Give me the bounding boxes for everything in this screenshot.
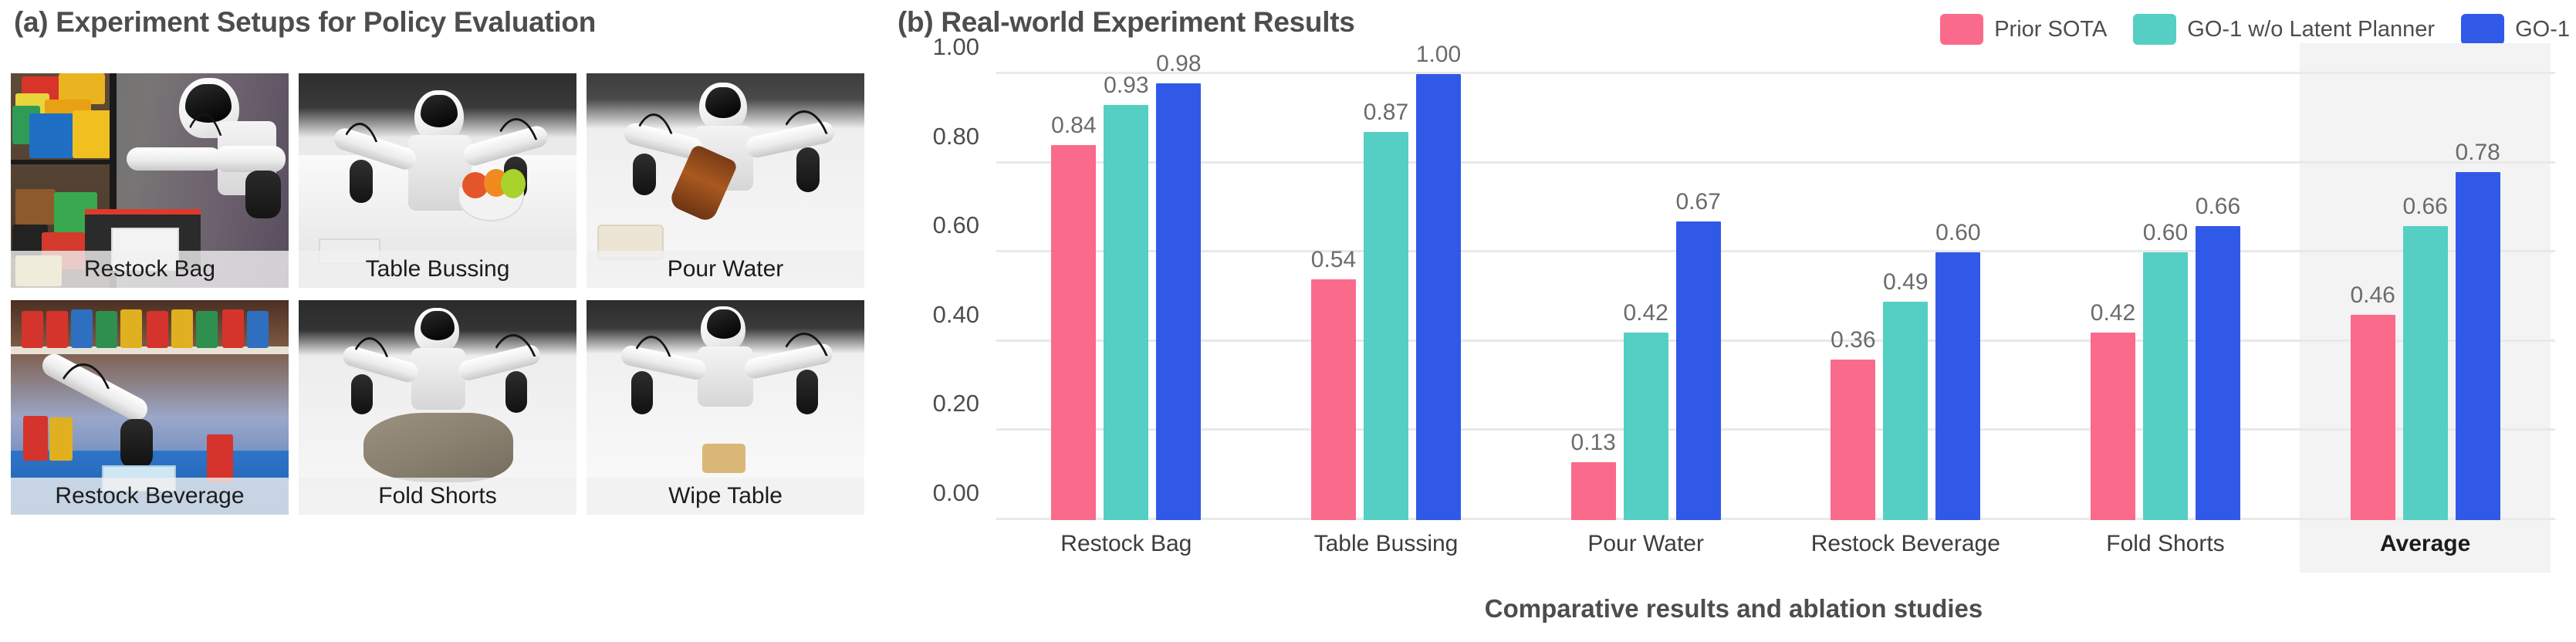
legend-swatch-icon xyxy=(2133,14,2177,45)
photo-caption: Pour Water xyxy=(587,251,864,288)
bar[interactable] xyxy=(1935,252,1981,520)
bar[interactable] xyxy=(1883,301,1929,520)
panel-b-caption: Comparative results and ablation studies xyxy=(1484,594,1983,623)
bar[interactable] xyxy=(1831,359,1876,520)
bar-value-label: 0.93 xyxy=(1104,73,1149,99)
bar-group: 0.13 0.42 0.67 Pour Water xyxy=(1516,74,1776,556)
bar-value-label: 0.13 xyxy=(1570,429,1616,455)
photo-caption: Wipe Table xyxy=(587,478,864,515)
bar[interactable] xyxy=(2195,225,2240,520)
bar[interactable] xyxy=(1104,105,1149,520)
bar-value-label: 0.98 xyxy=(1156,50,1202,76)
bar-group: 0.46 0.66 0.78 Average xyxy=(2295,74,2555,556)
y-axis-tick-label: 0.40 xyxy=(932,300,979,328)
panel-b-title: (b) Real-world Experiment Results xyxy=(898,6,1355,38)
y-axis-tick-label: 0.60 xyxy=(932,211,979,239)
bar-value-label: 1.00 xyxy=(1415,42,1462,67)
bar[interactable] xyxy=(1156,83,1202,520)
photo-cell-restock-bag: Restock Bag xyxy=(11,73,289,288)
bar-value-label: 0.36 xyxy=(1831,326,1876,353)
bar-value-label: 0.54 xyxy=(1310,246,1357,272)
y-axis-tick-label: 0.00 xyxy=(932,479,979,506)
gridline xyxy=(996,160,2555,164)
gridline xyxy=(996,518,2555,520)
photo-cell-wipe-table: Wipe Table xyxy=(587,300,864,515)
panel-a-experiment-setups: (a) Experiment Setups for Policy Evaluat… xyxy=(0,0,891,642)
bar-value-label: 0.49 xyxy=(1883,269,1929,295)
bar[interactable] xyxy=(2142,252,2188,520)
y-axis-tick-label: 0.20 xyxy=(932,390,979,417)
legend-swatch-icon xyxy=(1940,14,1984,45)
bar-value-label: 0.42 xyxy=(1623,300,1668,326)
bar-value-label: 0.87 xyxy=(1363,100,1409,126)
bar[interactable] xyxy=(1310,279,1356,520)
legend-label: Prior SOTA xyxy=(1994,16,2108,42)
legend-item-2: GO-1 xyxy=(2461,14,2570,45)
gridline xyxy=(996,250,2555,253)
photo-cell-pour-water: Pour Water xyxy=(587,73,864,288)
bar[interactable] xyxy=(1623,333,1668,520)
photo-grid: Restock Bag xyxy=(11,73,880,515)
bar-chart-plot-area: 0.00 0.20 0.40 0.60 0.80 1.00 0.84 0.93 0.98 Res… xyxy=(933,33,2555,573)
photo-caption: Fold Shorts xyxy=(299,478,576,515)
bar[interactable] xyxy=(1363,132,1408,520)
legend-label: GO-1 w/o Latent Planner xyxy=(2187,16,2436,42)
chart-legend: Prior SOTA GO-1 w/o Latent Planner GO-1 xyxy=(1914,14,2570,45)
x-axis-tick-label: Table Bussing xyxy=(1313,531,1459,556)
y-axis-tick-label: 0.80 xyxy=(932,122,979,150)
x-axis-tick-label: Pour Water xyxy=(1587,531,1704,556)
bar[interactable] xyxy=(2455,172,2500,520)
bar-group: 0.42 0.60 0.66 Fold Shorts xyxy=(2036,74,2296,556)
bar-value-label: 0.66 xyxy=(2402,193,2448,219)
gridline xyxy=(996,72,2555,74)
photo-caption: Restock Beverage xyxy=(11,478,289,515)
legend-label: GO-1 xyxy=(2515,16,2570,42)
y-axis-tick-label: 1.00 xyxy=(932,33,979,60)
bar[interactable] xyxy=(2090,333,2135,520)
bar[interactable] xyxy=(1415,74,1461,520)
bar[interactable] xyxy=(2402,225,2448,520)
bar[interactable] xyxy=(2350,315,2395,520)
legend-item-0: Prior SOTA xyxy=(1940,14,2107,45)
bar-group: 0.36 0.49 0.60 Restock Beverage xyxy=(1776,74,2036,556)
bar-value-label: 0.46 xyxy=(2350,282,2395,309)
bar-value-label: 0.66 xyxy=(2195,193,2241,219)
bar[interactable] xyxy=(1675,221,1721,520)
bar-value-label: 0.84 xyxy=(1051,113,1097,139)
bar-value-label: 0.78 xyxy=(2455,140,2500,166)
panel-b-results: (b) Real-world Experiment Results Prior … xyxy=(891,0,2576,642)
bar[interactable] xyxy=(1570,461,1616,520)
gridline xyxy=(996,339,2555,342)
x-axis-tick-label: Restock Bag xyxy=(1060,531,1192,556)
bar-group: 0.84 0.93 0.98 Restock Bag xyxy=(996,51,1256,556)
bar-value-label: 0.42 xyxy=(2090,300,2136,326)
bar-value-label: 0.60 xyxy=(2142,220,2189,246)
photo-caption: Table Bussing xyxy=(299,251,576,288)
photo-cell-table-bussing: Table Bussing xyxy=(299,73,576,288)
x-axis-tick-label: Average xyxy=(2380,531,2471,556)
gridline xyxy=(996,428,2555,431)
bar-value-label: 0.60 xyxy=(1935,220,1981,246)
legend-swatch-icon xyxy=(2461,14,2505,45)
photo-cell-restock-beverage: Restock Beverage xyxy=(11,300,289,515)
panel-a-title: (a) Experiment Setups for Policy Evaluat… xyxy=(14,6,597,38)
bar-value-label: 0.67 xyxy=(1675,188,1721,215)
scene-restock-bag xyxy=(11,73,289,288)
bar[interactable] xyxy=(1051,145,1097,520)
x-axis-tick-label: Fold Shorts xyxy=(2106,531,2225,556)
photo-caption: Restock Bag xyxy=(11,251,289,288)
legend-item-1: GO-1 w/o Latent Planner xyxy=(2133,14,2435,45)
bar-group: 0.54 0.87 1.00 Table Bussing xyxy=(1256,42,1516,556)
x-axis-tick-label: Restock Beverage xyxy=(1810,531,2000,556)
photo-cell-fold-shorts: Fold Shorts xyxy=(299,300,576,515)
